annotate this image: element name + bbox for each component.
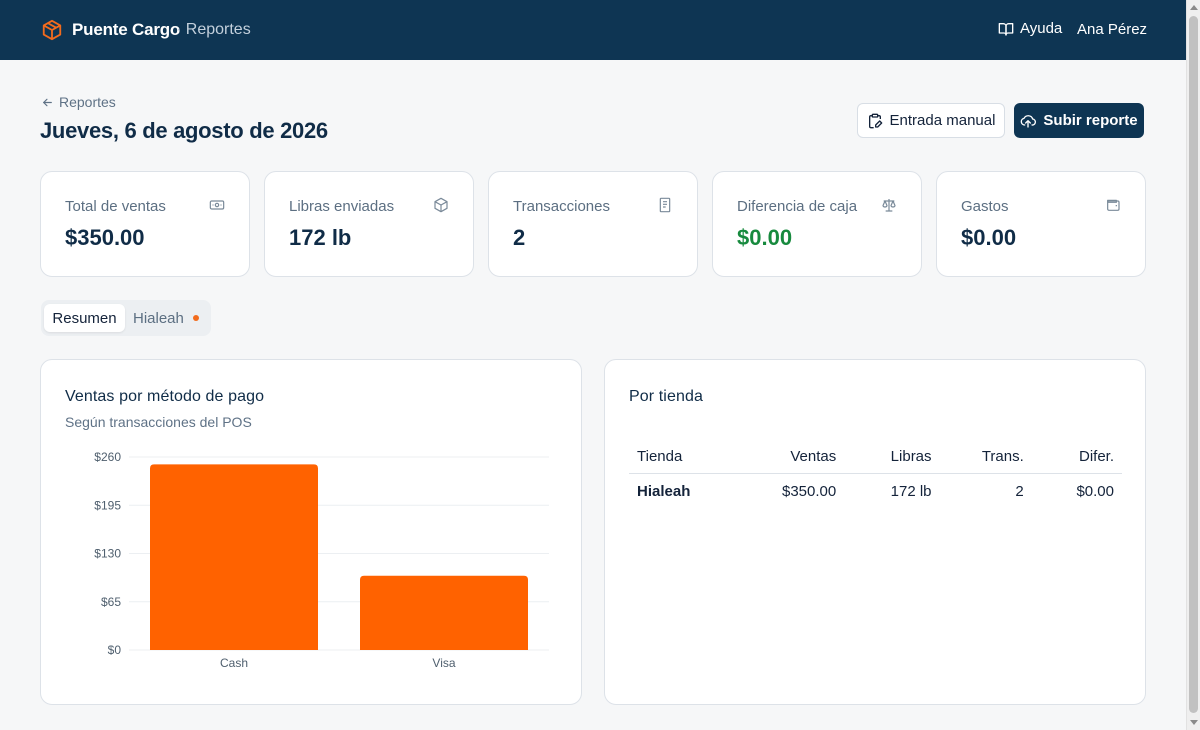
column-header-transactions[interactable]: Trans. xyxy=(939,440,1032,474)
store-tabs: Resumen Hialeah xyxy=(41,300,211,336)
scale-icon xyxy=(882,199,896,212)
bar-visa[interactable] xyxy=(360,575,528,650)
brand-section: · Reportes xyxy=(176,21,251,38)
cell-difference: $0.00 xyxy=(1076,482,1114,500)
scroll-up-arrow-icon[interactable] xyxy=(1190,5,1198,10)
manual-entry-label: Entrada manual xyxy=(889,112,996,129)
column-header-store[interactable]: Tienda xyxy=(629,440,742,474)
stores-title: Por tienda xyxy=(629,388,703,405)
help-label: Ayuda xyxy=(1020,20,1063,37)
chart-title: Ventas por método de pago xyxy=(65,388,265,405)
chart-subtitle: Según transacciones del POS xyxy=(65,414,252,430)
by-store-panel: Por tienda Tienda Ventas Libras Trans. D… xyxy=(604,359,1146,705)
column-header-difference[interactable]: Difer. xyxy=(1031,440,1122,474)
box-logo-icon xyxy=(42,19,62,41)
bar-cash[interactable] xyxy=(150,464,318,650)
stat-label: Gastos xyxy=(961,198,1009,215)
scroll-thumb[interactable] xyxy=(1189,16,1198,713)
back-link[interactable]: Reportes xyxy=(41,94,116,110)
stat-card-cash-difference: Diferencia de caja $0.00 xyxy=(712,171,922,277)
column-header-sales[interactable]: Ventas xyxy=(741,440,845,474)
top-bar: Puente Cargo · Reportes Ayuda Ana Pérez xyxy=(0,0,1186,60)
stores-table: Tienda Ventas Libras Trans. Difer. Hiale… xyxy=(629,440,1122,509)
x-tick-label: Visa xyxy=(432,656,455,670)
stat-card-transactions: Transacciones 2 xyxy=(488,171,698,277)
cash-icon xyxy=(209,200,225,210)
upload-report-button[interactable]: Subir reporte xyxy=(1014,103,1144,138)
y-tick-label: $195 xyxy=(94,498,121,512)
cloud-upload-icon xyxy=(1021,114,1037,128)
help-link[interactable]: Ayuda xyxy=(998,20,1062,37)
stat-label: Total de ventas xyxy=(65,198,166,215)
stat-card-expenses: Gastos $0.00 xyxy=(936,171,1146,277)
user-menu[interactable]: Ana Pérez xyxy=(1077,21,1148,38)
scroll-down-arrow-icon[interactable] xyxy=(1190,720,1198,725)
y-tick-label: $260 xyxy=(94,450,121,464)
stat-label: Diferencia de caja xyxy=(737,198,858,215)
stat-value: 2 xyxy=(513,225,526,250)
cell-sales: $350.00 xyxy=(781,482,837,500)
stat-card-total-sales: Total de ventas $350.00 xyxy=(40,171,250,277)
stat-value: $0.00 xyxy=(737,225,793,250)
cell-transactions: 2 xyxy=(1015,482,1024,500)
y-tick-label: $130 xyxy=(94,547,121,561)
stat-label: Transacciones xyxy=(513,198,610,215)
book-icon xyxy=(998,22,1014,36)
brand-name[interactable]: Puente Cargo xyxy=(72,20,181,39)
wallet-icon xyxy=(1107,199,1120,211)
tab-alert-dot xyxy=(193,315,199,321)
cell-pounds: 172 lb xyxy=(890,482,932,500)
payment-bar-chart: $0 $65 $130 $195 $260 Cash Visa xyxy=(94,450,549,670)
stat-label: Libras enviadas xyxy=(289,198,395,215)
y-tick-label: $0 xyxy=(108,643,122,657)
arrow-left-icon xyxy=(43,98,52,106)
y-tick-label: $65 xyxy=(101,595,121,609)
table-header-row: Tienda Ventas Libras Trans. Difer. xyxy=(629,440,1122,474)
manual-entry-button[interactable]: Entrada manual xyxy=(857,103,1005,138)
upload-report-label: Subir reporte xyxy=(1043,112,1138,129)
clipboard-edit-icon xyxy=(868,113,882,128)
tab-resumen[interactable]: Resumen xyxy=(44,304,125,332)
payment-method-panel: Ventas por método de pago Según transacc… xyxy=(40,359,582,705)
x-tick-label: Cash xyxy=(220,656,248,670)
scrollbar[interactable] xyxy=(1186,0,1200,730)
cell-store: Hialeah xyxy=(637,482,691,500)
stat-value: $350.00 xyxy=(65,225,145,250)
package-icon xyxy=(434,197,448,213)
stat-card-pounds: Libras enviadas 172 lb xyxy=(264,171,474,277)
page-title: Jueves, 6 de agosto de 2026 xyxy=(40,118,328,143)
tab-hialeah[interactable]: Hialeah xyxy=(133,309,184,327)
stat-value: $0.00 xyxy=(961,225,1017,250)
table-row[interactable]: Hialeah $350.00 172 lb 2 $0.00 xyxy=(629,473,1122,509)
stat-value: 172 lb xyxy=(289,225,352,250)
back-label: Reportes xyxy=(59,94,116,110)
receipt-icon xyxy=(659,197,671,213)
column-header-pounds[interactable]: Libras xyxy=(844,440,940,474)
